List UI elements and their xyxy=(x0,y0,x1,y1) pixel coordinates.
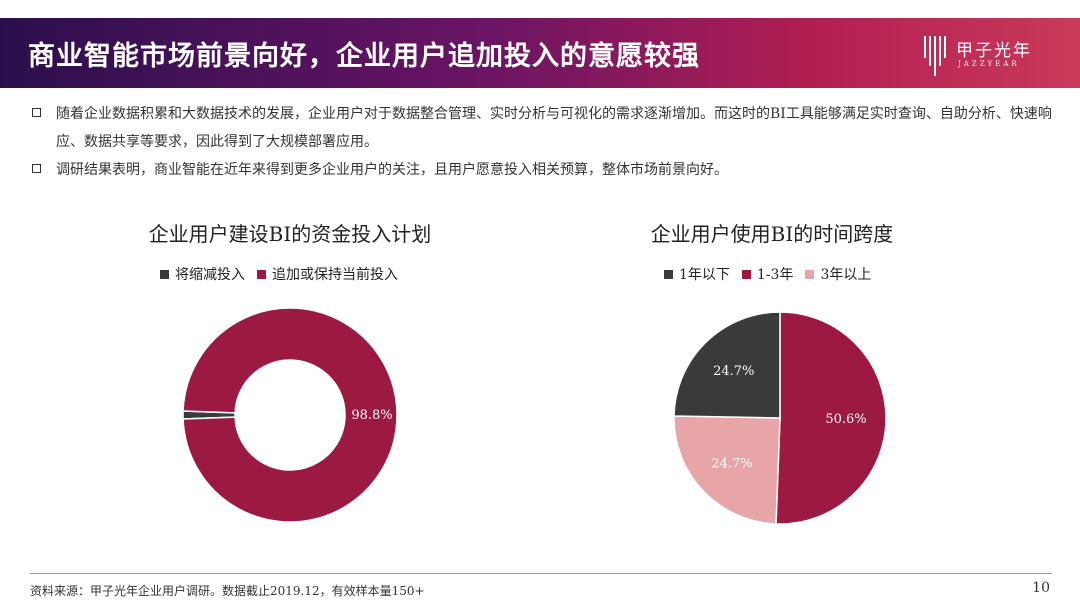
brand-logo: 甲子光年 JAZZYEAR xyxy=(922,32,1052,76)
legend-duration: 1年以下 1-3年 3年以上 xyxy=(664,264,871,284)
bullet-item: 随着企业数据积累和大数据技术的发展，企业用户对于数据整合管理、实时分析与可视化的… xyxy=(30,100,1060,156)
legend-item: 将缩减投入 xyxy=(160,264,245,284)
chart-title-investment: 企业用户建设BI的资金投入计划 xyxy=(148,222,432,246)
data-label: 50.6% xyxy=(825,412,866,427)
source-note: 资料来源：甲子光年企业用户调研。数据截止2019.12，有效样本量150+ xyxy=(30,584,425,598)
bullet-text: 调研结果表明，商业智能在近年来得到更多企业用户的关注，且用户愿意投入相关预算，整… xyxy=(56,162,728,178)
logo-text-en: JAZZYEAR xyxy=(958,60,1020,68)
legend-label: 追加或保持当前投入 xyxy=(272,267,398,283)
logo-text-cn: 甲子光年 xyxy=(956,41,1032,61)
data-label: 24.7% xyxy=(711,456,752,471)
square-bullet-icon xyxy=(32,164,41,173)
legend-swatch xyxy=(741,269,751,279)
page-title: 商业智能市场前景向好，企业用户追加投入的意愿较强 xyxy=(28,41,700,72)
legend-swatch xyxy=(805,269,815,279)
pie-slice xyxy=(182,307,398,523)
legend-swatch xyxy=(160,269,169,279)
bullet-text: 随着企业数据积累和大数据技术的发展，企业用户对于数据整合管理、实时分析与可视化的… xyxy=(56,106,1052,150)
legend-label: 3年以上 xyxy=(820,267,872,283)
logo-bars-icon xyxy=(924,36,946,76)
legend-label: 将缩减投入 xyxy=(175,267,245,283)
data-label: 24.7% xyxy=(713,364,754,379)
header-banner: 商业智能市场前景向好，企业用户追加投入的意愿较强 甲子光年 JAZZYEAR xyxy=(0,18,1080,88)
legend-swatch xyxy=(664,269,673,279)
square-bullet-icon xyxy=(32,108,41,117)
pie-slice xyxy=(673,415,781,525)
legend-investment: 将缩减投入 追加或保持当前投入 xyxy=(160,264,398,284)
page-number: 10 xyxy=(1032,580,1050,596)
bullet-list: 随着企业数据积累和大数据技术的发展，企业用户对于数据整合管理、实时分析与可视化的… xyxy=(30,100,1060,184)
data-label: 98.8% xyxy=(351,408,392,423)
legend-label: 1-3年 xyxy=(756,267,794,283)
pie-slice xyxy=(775,311,887,525)
chart-title-duration: 企业用户使用BI的时间跨度 xyxy=(650,222,894,246)
legend-item: 3年以上 xyxy=(805,264,871,284)
pie-slice xyxy=(673,311,781,419)
legend-label: 1年以下 xyxy=(679,267,730,283)
legend-item: 1-3年 xyxy=(741,264,794,284)
legend-item: 1年以下 xyxy=(664,264,730,284)
legend-item: 追加或保持当前投入 xyxy=(257,264,398,284)
bullet-item: 调研结果表明，商业智能在近年来得到更多企业用户的关注，且用户愿意投入相关预算，整… xyxy=(30,156,1060,184)
footer-divider xyxy=(30,573,1052,574)
legend-swatch xyxy=(257,269,266,279)
